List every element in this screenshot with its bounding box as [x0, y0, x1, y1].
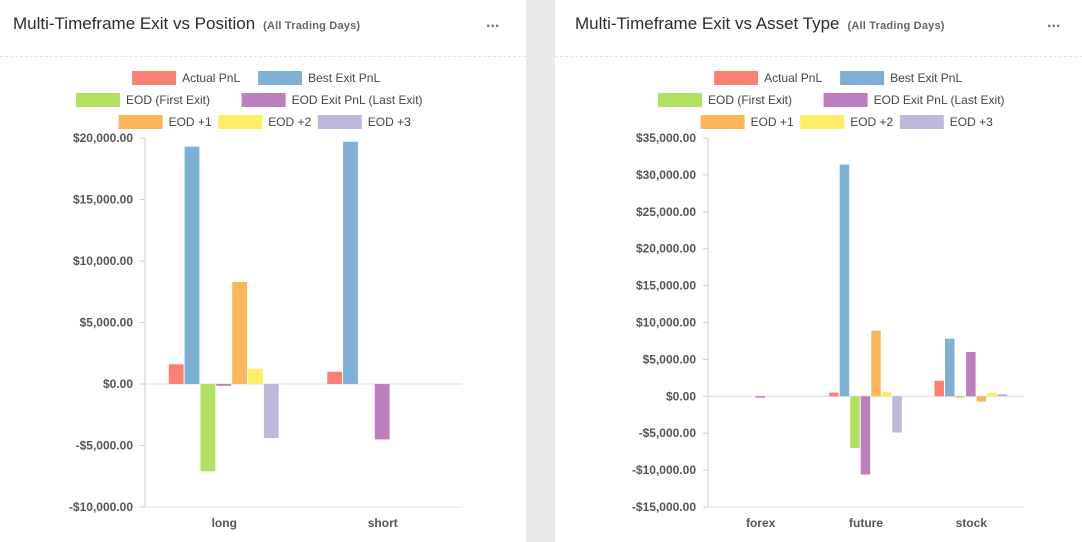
- legend-label: EOD Exit PnL (Last Exit): [292, 93, 423, 107]
- y-tick-label: $30,000.00: [636, 168, 696, 182]
- y-tick-label: -$10,000.00: [69, 500, 133, 514]
- bar: [184, 146, 200, 384]
- bar: [248, 369, 263, 384]
- x-tick-label: short: [368, 516, 398, 530]
- y-tick-label: $20,000.00: [636, 242, 696, 256]
- bar: [829, 392, 839, 397]
- legend-label: EOD +2: [850, 115, 893, 129]
- panel-title: Multi-Timeframe Exit vs Asset Type (All T…: [575, 14, 945, 33]
- panel-subtitle: (All Trading Days): [263, 20, 361, 32]
- bar: [343, 141, 358, 384]
- legend-label: Best Exit PnL: [890, 71, 962, 85]
- legend-label: Best Exit PnL: [308, 71, 380, 85]
- bar: [955, 396, 965, 398]
- x-tick-label: forex: [746, 516, 776, 530]
- legend-swatch: [700, 115, 745, 129]
- bar: [168, 364, 184, 384]
- panel-subtitle: (All Trading Days): [847, 20, 945, 32]
- legend-label: EOD +1: [751, 115, 794, 129]
- legend-label: Actual PnL: [182, 71, 240, 85]
- bar: [327, 371, 343, 384]
- y-tick-label: $25,000.00: [636, 205, 696, 219]
- y-tick-label: $0.00: [666, 389, 696, 403]
- y-tick-label: -$5,000.00: [639, 426, 697, 440]
- legend-swatch: [840, 71, 885, 85]
- bar-chart-asset-type: Actual PnL Best Exit PnL EOD (First Exit) E…: [632, 71, 1024, 530]
- bar: [966, 352, 976, 397]
- legend-label: Actual PnL: [764, 71, 822, 85]
- bar: [976, 396, 987, 402]
- chart-panel-asset-type: Multi-Timeframe Exit vs Asset Type (All T…: [555, 0, 1082, 542]
- legend-label: EOD (First Exit): [708, 93, 792, 107]
- more-horizontal-icon[interactable]: ...: [1047, 14, 1061, 31]
- bar: [263, 384, 279, 439]
- bar: [374, 384, 390, 440]
- legend-swatch: [132, 71, 177, 85]
- x-tick-label: stock: [956, 516, 988, 530]
- y-tick-label: $15,000.00: [73, 193, 133, 207]
- legend-swatch: [241, 93, 286, 107]
- panel-header: Multi-Timeframe Exit vs Position (All Tra…: [0, 0, 526, 57]
- bar: [755, 396, 765, 398]
- y-tick-label: $15,000.00: [636, 279, 696, 293]
- legend-label: EOD +2: [268, 115, 311, 129]
- legend-label: EOD (First Exit): [126, 93, 210, 107]
- legend-label: EOD Exit PnL (Last Exit): [874, 93, 1005, 107]
- y-tick-label: $10,000.00: [636, 316, 696, 330]
- panel-title: Multi-Timeframe Exit vs Position (All Tra…: [13, 14, 361, 33]
- legend-label: EOD +3: [950, 115, 993, 129]
- bar-chart-position: Actual PnL Best Exit PnL EOD (First Exit) E…: [69, 71, 462, 530]
- bar: [987, 392, 997, 397]
- y-tick-label: -$10,000.00: [632, 463, 696, 477]
- legend-label: EOD +3: [368, 115, 411, 129]
- legend-swatch: [823, 93, 868, 107]
- bar: [232, 281, 247, 384]
- panel-header: Multi-Timeframe Exit vs Asset Type (All T…: [555, 0, 1082, 57]
- bar: [871, 330, 881, 397]
- y-tick-label: $20,000.00: [73, 131, 133, 145]
- y-tick-label: -$5,000.00: [76, 439, 134, 453]
- legend-label: EOD +1: [169, 115, 212, 129]
- chart-panel-position: Multi-Timeframe Exit vs Position (All Tra…: [0, 0, 526, 542]
- x-tick-label: future: [849, 516, 883, 530]
- bar: [216, 384, 232, 386]
- bar: [850, 396, 860, 448]
- bar: [997, 394, 1008, 397]
- legend-swatch: [258, 71, 303, 85]
- bar: [881, 391, 892, 397]
- bar: [839, 164, 850, 397]
- bar: [200, 384, 216, 472]
- bar: [945, 338, 955, 397]
- x-tick-label: long: [212, 516, 237, 530]
- y-tick-label: -$15,000.00: [632, 500, 696, 514]
- legend-swatch: [899, 115, 944, 129]
- legend-swatch: [317, 115, 362, 129]
- legend-swatch: [118, 115, 163, 129]
- bar: [860, 396, 871, 475]
- more-horizontal-icon[interactable]: ...: [486, 14, 500, 31]
- y-tick-label: $0.00: [103, 377, 133, 391]
- y-tick-label: $35,000.00: [636, 131, 696, 145]
- bar: [892, 396, 902, 433]
- bar: [934, 380, 944, 397]
- legend-swatch: [658, 93, 702, 107]
- legend-swatch: [218, 115, 263, 129]
- y-tick-label: $5,000.00: [643, 352, 697, 366]
- y-tick-label: $5,000.00: [80, 316, 134, 330]
- legend-swatch: [76, 93, 120, 107]
- y-tick-label: $10,000.00: [73, 254, 133, 268]
- legend-swatch: [800, 115, 845, 129]
- legend-swatch: [714, 71, 759, 85]
